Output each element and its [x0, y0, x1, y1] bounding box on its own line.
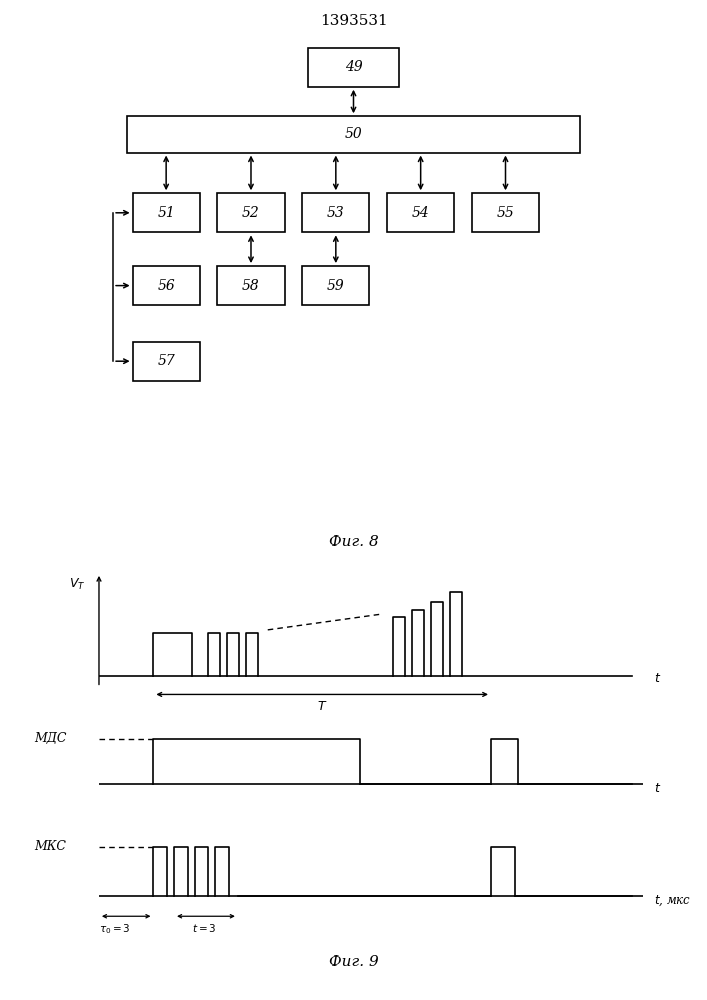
- FancyBboxPatch shape: [303, 266, 369, 305]
- Text: 57: 57: [157, 354, 175, 368]
- FancyBboxPatch shape: [308, 48, 399, 87]
- FancyBboxPatch shape: [133, 342, 199, 381]
- Text: 56: 56: [157, 279, 175, 293]
- Text: 51: 51: [157, 206, 175, 220]
- FancyBboxPatch shape: [133, 266, 199, 305]
- Text: $T$: $T$: [317, 700, 327, 713]
- Text: МКС: МКС: [35, 840, 66, 853]
- Text: $t$: $t$: [654, 782, 662, 795]
- Text: 50: 50: [344, 127, 363, 141]
- FancyBboxPatch shape: [387, 193, 454, 232]
- Text: 54: 54: [411, 206, 430, 220]
- Text: Фиг. 9: Фиг. 9: [329, 955, 378, 969]
- Text: $V_T$: $V_T$: [69, 577, 86, 592]
- FancyBboxPatch shape: [218, 193, 284, 232]
- FancyBboxPatch shape: [303, 193, 369, 232]
- Text: $t$, мкс: $t$, мкс: [654, 893, 691, 908]
- FancyBboxPatch shape: [133, 193, 199, 232]
- FancyBboxPatch shape: [127, 116, 580, 153]
- Text: $t$: $t$: [654, 672, 662, 685]
- Text: $\tau_0{=}3$: $\tau_0{=}3$: [99, 922, 131, 936]
- Text: 59: 59: [327, 279, 345, 293]
- Text: 49: 49: [344, 60, 363, 74]
- FancyBboxPatch shape: [218, 266, 284, 305]
- Text: МДС: МДС: [34, 732, 66, 745]
- Text: 58: 58: [242, 279, 260, 293]
- Text: 1393531: 1393531: [320, 14, 387, 28]
- FancyBboxPatch shape: [472, 193, 539, 232]
- Text: Фиг. 8: Фиг. 8: [329, 535, 378, 549]
- Text: $t{=}3$: $t{=}3$: [192, 922, 216, 934]
- Text: 53: 53: [327, 206, 345, 220]
- Text: 55: 55: [496, 206, 515, 220]
- Text: 52: 52: [242, 206, 260, 220]
